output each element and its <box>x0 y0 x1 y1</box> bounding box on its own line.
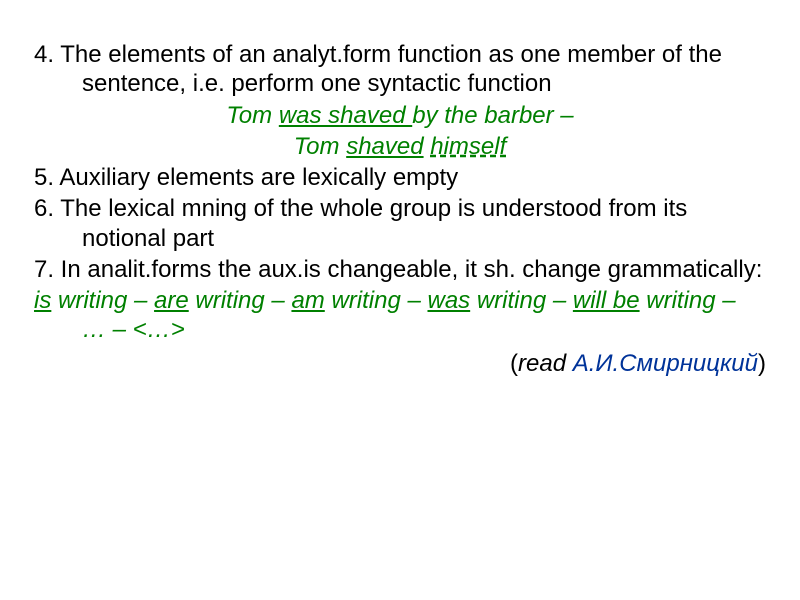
conj-w3: writing – <box>325 287 428 314</box>
conj-willbe: will be <box>573 287 640 314</box>
ex1-tom: Tom <box>226 102 278 129</box>
point-4: 4. The elements of an analyt.form functi… <box>34 40 766 99</box>
point-7: 7. In analit.forms the aux.is changeable… <box>34 255 766 284</box>
attrib-author: А.И.Смирницкий <box>573 350 758 377</box>
conj-w2: writing – <box>189 287 292 314</box>
ex1-by-barber: by the barber – <box>412 102 573 129</box>
conj-are: are <box>154 287 189 314</box>
conj-w1: writing – <box>51 287 154 314</box>
conj-was: was <box>427 287 470 314</box>
conj-w4: writing – <box>470 287 573 314</box>
slide: 4. The elements of an analyt.form functi… <box>0 0 800 600</box>
ex2-tom: Tom <box>294 133 346 160</box>
conjugation-line: is writing – are writing – am writing – … <box>34 286 766 345</box>
ex2-himself: himself <box>430 133 506 160</box>
point-6: 6. The lexical mning of the whole group … <box>34 194 766 253</box>
ex2-shaved: shaved <box>346 133 423 160</box>
attribution: (read А.И.Смирницкий) <box>34 349 766 378</box>
attrib-open: ( <box>510 350 518 377</box>
example-1: Tom was shaved by the barber – <box>34 101 766 130</box>
conj-is: is <box>34 287 51 314</box>
ex1-was-shaved: was shaved <box>279 102 412 129</box>
attrib-read: read <box>518 350 573 377</box>
point-5: 5. Auxiliary elements are lexically empt… <box>34 163 766 192</box>
conj-am: am <box>291 287 324 314</box>
attrib-close: ) <box>758 350 766 377</box>
example-2: Tom shaved himself <box>34 132 766 161</box>
